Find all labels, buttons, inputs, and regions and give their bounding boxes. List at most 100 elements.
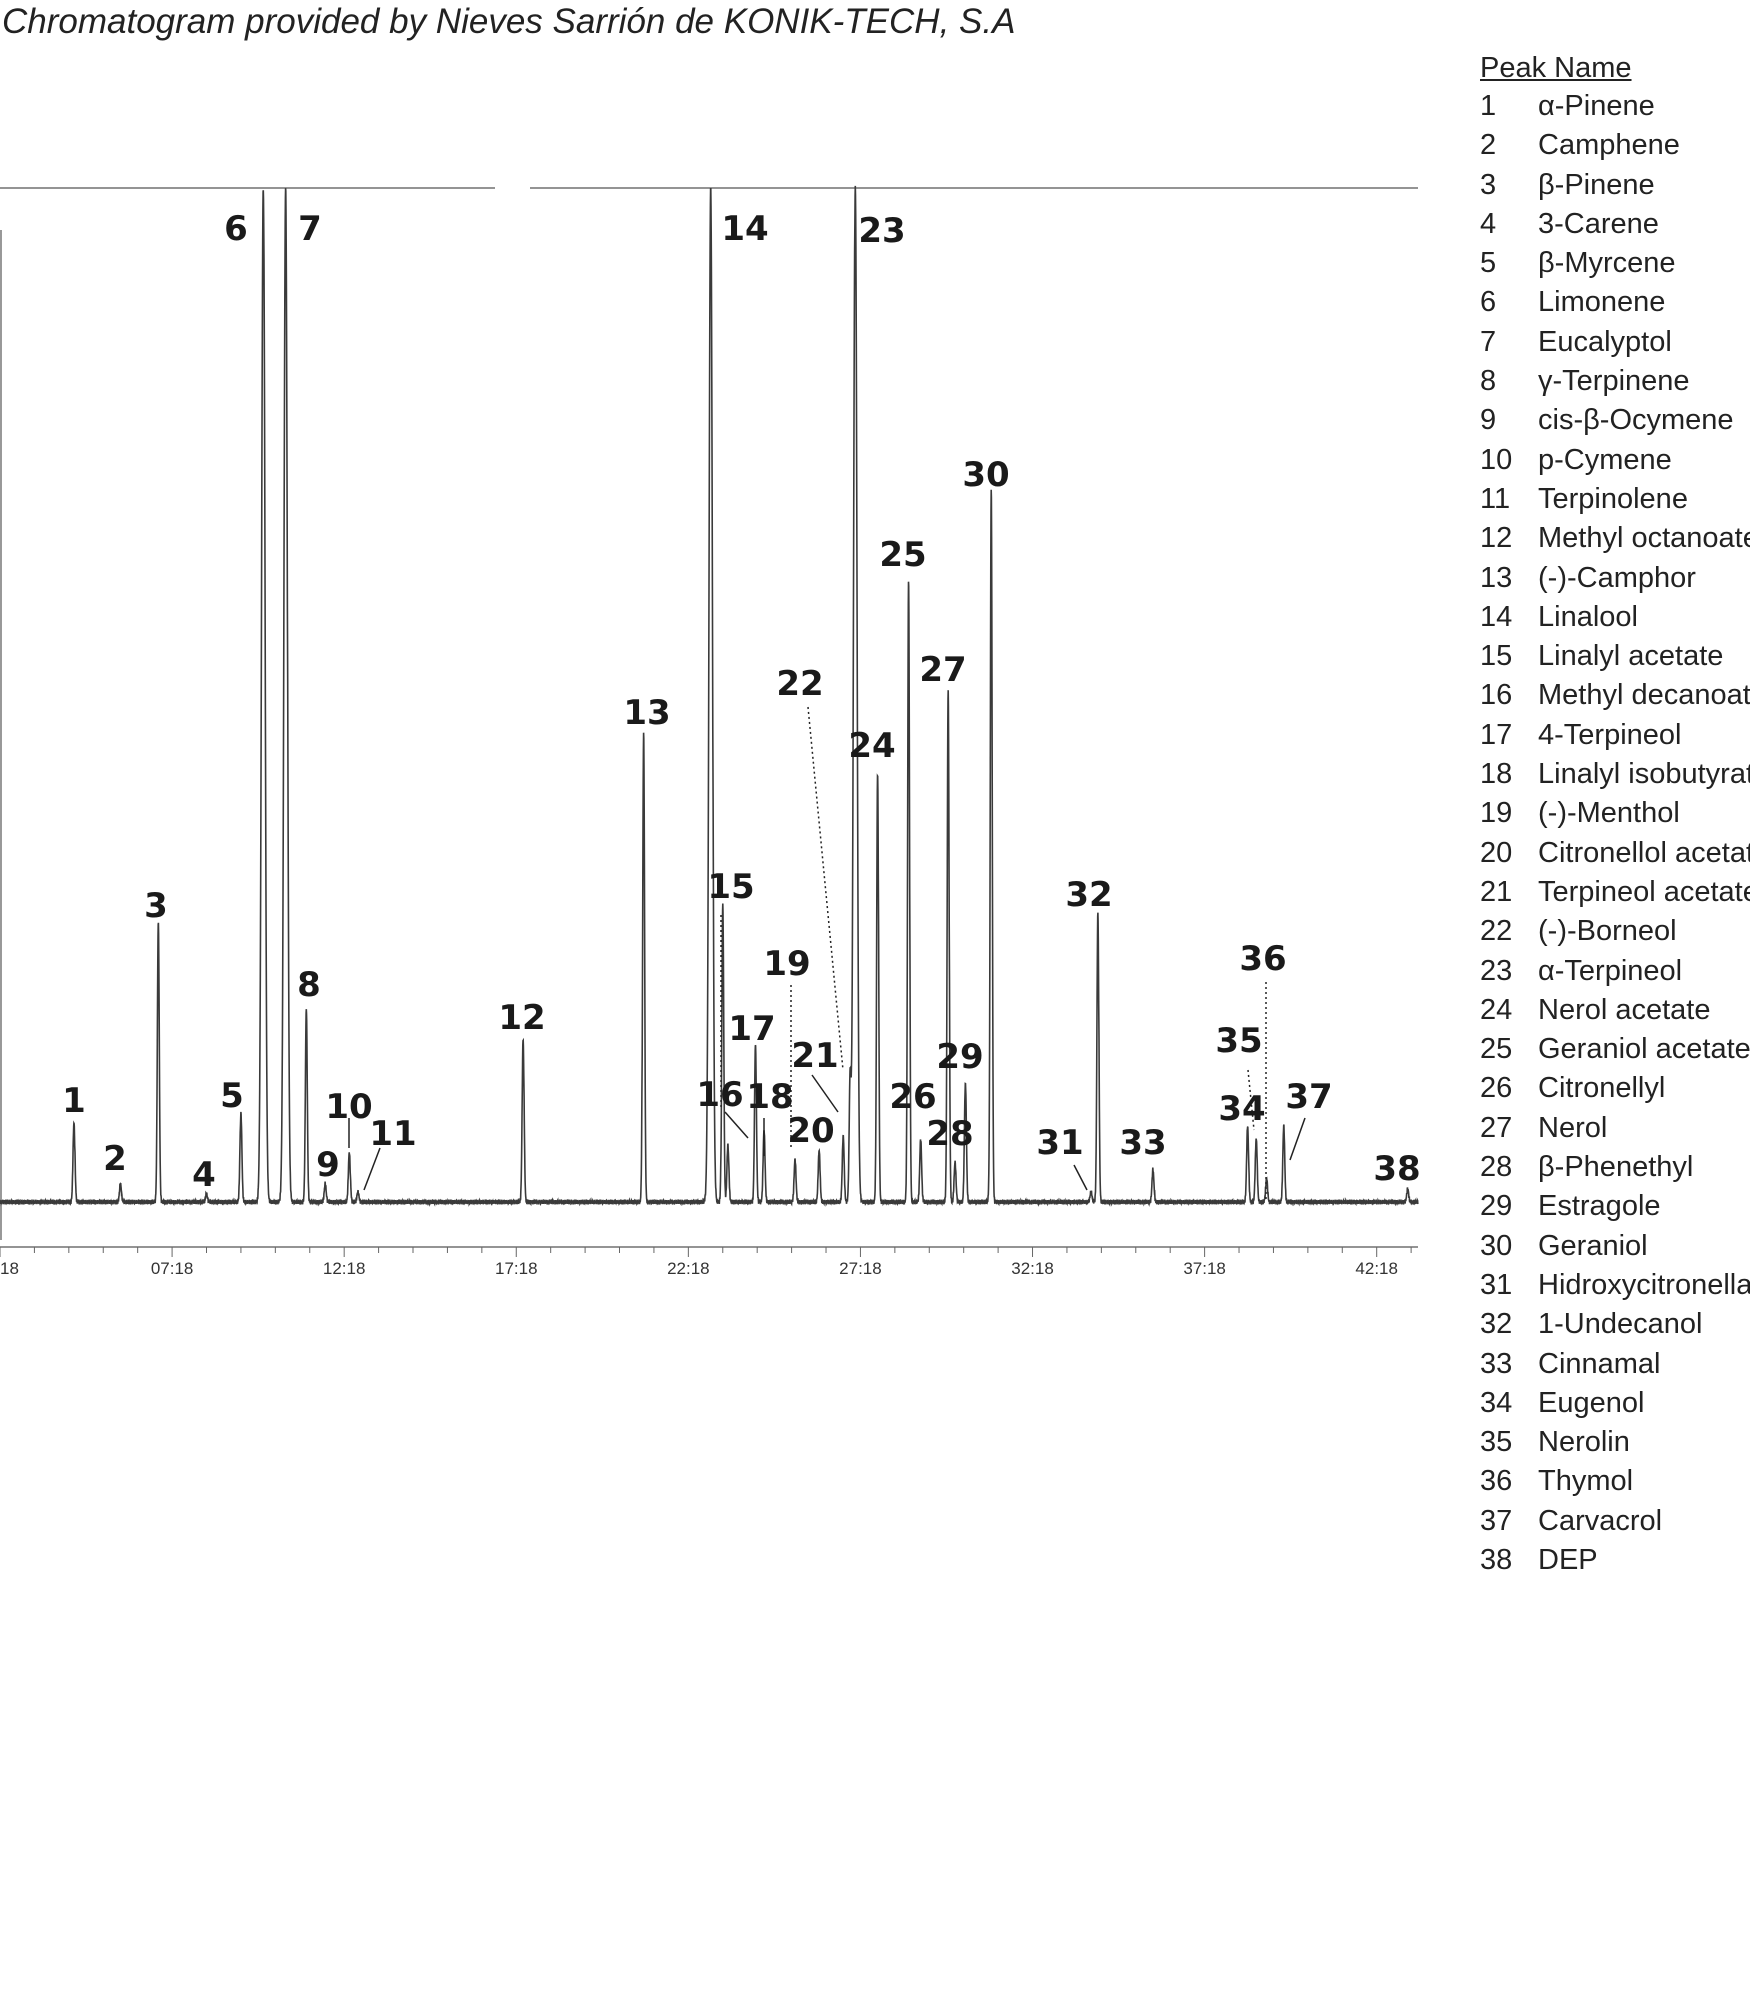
legend-item-name: 1-Undecanol — [1538, 1308, 1703, 1341]
legend-item: 18 Linalyl isobutyrate — [1480, 755, 1750, 794]
x-tick-label: 17:18 — [495, 1259, 538, 1278]
legend-item-name: Terpineol acetate — [1538, 875, 1750, 908]
peak-label: 3 — [144, 886, 168, 926]
x-tick-label: 07:18 — [151, 1259, 194, 1278]
legend-item-number: 26 — [1480, 1072, 1513, 1105]
legend-item-number: 19 — [1480, 797, 1513, 830]
legend-item-number: 5 — [1480, 247, 1497, 280]
peak-label: 4 — [192, 1155, 216, 1195]
legend-item: 5 β-Myrcene — [1480, 244, 1750, 283]
legend-item-number: 27 — [1480, 1111, 1513, 1144]
chromatogram-trace — [0, 185, 1419, 1207]
legend-item: 6 Limonene — [1480, 283, 1750, 322]
legend-item: 30 Geraniol — [1480, 1227, 1750, 1266]
legend-item-name: α-Terpineol — [1538, 954, 1683, 987]
peak-label: 36 — [1239, 939, 1286, 979]
legend-item-number: 25 — [1480, 1033, 1513, 1066]
legend-item: 3 β-Pinene — [1480, 166, 1750, 205]
legend-item-name: Methyl decanoate — [1538, 679, 1750, 712]
peak-label: 38 — [1373, 1149, 1420, 1189]
peak-label: 1 — [62, 1081, 86, 1121]
legend-item: 2 Camphene — [1480, 126, 1750, 165]
peak-label: 21 — [791, 1036, 838, 1076]
peak-label: 17 — [728, 1009, 775, 1049]
legend-item: 17 4-Terpineol — [1480, 716, 1750, 755]
leader-line-37 — [1289, 1117, 1306, 1161]
peak-label: 27 — [919, 650, 966, 690]
legend-item-number: 6 — [1480, 286, 1497, 319]
legend-item: 28 β-Phenethyl — [1480, 1148, 1750, 1187]
legend-item-number: 9 — [1480, 404, 1497, 437]
legend-item-number: 21 — [1480, 875, 1513, 908]
legend-item-name: Terpinolene — [1538, 482, 1688, 515]
peak-label: 19 — [763, 944, 810, 984]
legend-item-number: 18 — [1480, 758, 1513, 791]
page-title: Chromatogram provided by Nieves Sarrión … — [2, 2, 1016, 41]
chart-frame — [0, 187, 1418, 1240]
legend-item-name: α-Pinene — [1538, 90, 1655, 122]
legend-item: 22 (-)-Borneol — [1480, 912, 1750, 951]
legend-item-number: 35 — [1480, 1426, 1513, 1459]
peak-label: 37 — [1285, 1077, 1332, 1117]
legend-item: 24 Nerol acetate — [1480, 991, 1750, 1030]
leader-line-22 — [807, 706, 844, 1071]
legend-item-number: 4 — [1480, 207, 1497, 240]
legend-item: 13 (-)-Camphor — [1480, 559, 1750, 598]
legend-list: 1 α-Pinene 2 Camphene 3 β-Pinene 4 3-Carene 5 β-M… — [1480, 87, 1750, 1580]
legend-item-name: (-)-Camphor — [1538, 561, 1696, 594]
peak-label: 2 — [103, 1139, 127, 1179]
x-tick-label: 12:18 — [323, 1259, 366, 1278]
leader-line-16 — [724, 1111, 749, 1139]
legend-item: 21 Terpineol acetate — [1480, 873, 1750, 912]
legend-item-name: Eugenol — [1538, 1386, 1645, 1419]
legend-item-name: DEP — [1538, 1543, 1598, 1576]
legend-item-number: 31 — [1480, 1268, 1513, 1301]
x-tick-label: 27:18 — [839, 1259, 882, 1278]
legend-item-name: Thymol — [1538, 1465, 1634, 1498]
legend-item-number: 7 — [1480, 325, 1497, 358]
legend-item-name: Hidroxycitronellal — [1538, 1268, 1750, 1301]
legend-item: 12 Methyl octanoate — [1480, 519, 1750, 558]
legend-item-number: 24 — [1480, 993, 1513, 1026]
peak-label: 6 — [224, 209, 248, 249]
legend-item-name: Carvacrol — [1538, 1504, 1663, 1537]
legend-item: 25 Geraniol acetate — [1480, 1030, 1750, 1069]
legend-item-number: 13 — [1480, 561, 1513, 594]
peak-label: 12 — [498, 998, 545, 1038]
legend-item-name: β-Pinene — [1538, 168, 1655, 201]
legend-item: 23 α-Terpineol — [1480, 952, 1750, 991]
x-tick-label: 37:18 — [1183, 1259, 1226, 1278]
legend-item-name: β-Myrcene — [1538, 247, 1676, 280]
peak-label: 24 — [848, 726, 895, 766]
leader-line-31 — [1073, 1164, 1088, 1191]
peak-label: 8 — [297, 965, 321, 1005]
legend-item-name: Geraniol acetate — [1538, 1033, 1750, 1066]
legend-item: 34 Eugenol — [1480, 1384, 1750, 1423]
legend-item-number: 12 — [1480, 522, 1513, 555]
peak-label: 11 — [369, 1114, 416, 1154]
legend-item-name: Limonene — [1538, 286, 1666, 319]
legend-item-name: 3-Carene — [1538, 207, 1659, 240]
legend-item-name: cis-β-Ocymene — [1538, 404, 1734, 437]
peak-label: 20 — [787, 1111, 834, 1151]
legend-item-name: Methyl octanoate — [1538, 522, 1750, 555]
legend-item-number: 20 — [1480, 836, 1513, 869]
legend-item-number: 32 — [1480, 1308, 1513, 1341]
legend-item-number: 38 — [1480, 1543, 1513, 1576]
legend-item-name: Camphene — [1538, 129, 1680, 162]
peak-label: 32 — [1065, 875, 1112, 915]
legend-item: 36 Thymol — [1480, 1462, 1750, 1501]
peak-label: 23 — [858, 211, 905, 251]
x-tick-label: 42:18 — [1355, 1259, 1398, 1278]
legend-item-name: Estragole — [1538, 1190, 1661, 1223]
legend-item: 32 1-Undecanol — [1480, 1305, 1750, 1344]
legend-item: 4 3-Carene — [1480, 205, 1750, 244]
legend-item: 15 Linalyl acetate — [1480, 637, 1750, 676]
legend-item-number: 33 — [1480, 1347, 1513, 1380]
legend-item-number: 30 — [1480, 1229, 1513, 1262]
legend-item: 38 DEP — [1480, 1541, 1750, 1580]
peak-label: 15 — [707, 867, 754, 907]
legend-item-name: 4-Terpineol — [1538, 718, 1682, 751]
